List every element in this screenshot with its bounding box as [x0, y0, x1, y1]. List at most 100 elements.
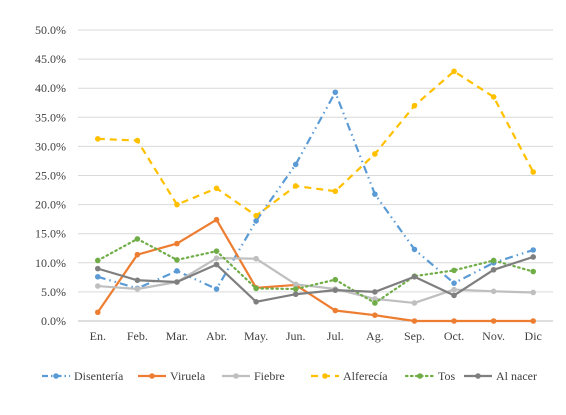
data-point: [94, 257, 101, 264]
legend-item: Al nacer: [464, 369, 537, 383]
legend-label: Disentería: [74, 369, 124, 383]
data-point: [94, 273, 101, 280]
legend-item: Viruela: [138, 369, 206, 383]
data-point: [174, 268, 180, 274]
data-point: [372, 312, 378, 318]
legend-swatch-marker: [149, 373, 155, 379]
data-point: [292, 281, 299, 288]
data-point: [292, 161, 299, 168]
y-tick-label: 15.0%: [35, 227, 66, 241]
x-tick-label: Dic: [525, 329, 542, 343]
series-group: [94, 236, 537, 306]
data-point: [372, 296, 378, 302]
data-point: [451, 286, 457, 293]
legend-swatch-marker: [53, 373, 59, 379]
x-tick-label: Abr.: [206, 329, 227, 343]
x-tick-label: Nov.: [482, 329, 505, 343]
data-point: [292, 183, 299, 189]
data-point: [213, 185, 220, 192]
data-point: [451, 68, 457, 75]
data-point: [332, 287, 339, 293]
legend: Disentería Viruela Fiebre Alferecía Tos Al na…: [42, 369, 537, 383]
data-point: [332, 188, 339, 195]
y-tick-label: 5.0%: [41, 285, 66, 299]
data-point: [530, 247, 537, 253]
data-point: [174, 279, 180, 285]
data-point: [332, 89, 339, 96]
legend-label: Viruela: [170, 369, 206, 383]
data-point: [253, 285, 259, 292]
data-point: [94, 265, 101, 272]
data-point: [530, 318, 537, 324]
legend-swatch-marker: [233, 373, 239, 379]
data-point: [490, 318, 497, 324]
x-tick-label: Jun.: [286, 329, 306, 343]
data-point: [253, 255, 259, 262]
data-point: [411, 300, 418, 306]
data-point: [372, 300, 378, 306]
data-point: [134, 286, 141, 292]
legend-item: Tos: [404, 369, 455, 383]
data-point: [213, 286, 220, 292]
data-point: [94, 309, 101, 316]
data-point: [332, 307, 339, 314]
data-point: [94, 283, 101, 289]
data-point: [530, 289, 537, 296]
series-group: [94, 68, 537, 219]
data-point: [372, 289, 378, 295]
series-line: [96, 218, 534, 323]
data-point: [134, 277, 141, 284]
legend-label: Fiebre: [254, 369, 285, 383]
data-point: [490, 288, 497, 295]
x-tick-label: May.: [244, 329, 268, 343]
y-tick-label: 40.0%: [35, 81, 66, 95]
data-point: [411, 273, 418, 280]
x-tick-label: Mar.: [166, 329, 188, 343]
legend-item: Fiebre: [222, 369, 285, 383]
data-point: [213, 261, 220, 268]
data-point: [213, 216, 220, 223]
legend-label: Alferecía: [343, 369, 388, 383]
data-point: [490, 257, 497, 264]
data-point: [292, 286, 299, 292]
series-lines: [94, 68, 537, 324]
x-axis-tick-labels: En. Feb. Mar. Abr. May. Jun. Jul. Ag. Sep. Oct. No…: [90, 329, 542, 343]
series-line: [97, 70, 535, 217]
data-point: [292, 291, 299, 298]
data-point: [174, 201, 180, 208]
data-point: [372, 151, 378, 157]
y-axis-tick-labels: 0.0% 5.0% 10.0% 15.0% 20.0% 25.0% 30.0% 35.0% 40…: [35, 23, 66, 328]
data-point: [253, 218, 259, 224]
x-tick-label: En.: [90, 329, 106, 343]
data-point: [253, 212, 259, 219]
data-point: [213, 248, 220, 254]
data-point: [411, 246, 418, 253]
series-line: [96, 237, 535, 305]
y-tick-label: 50.0%: [35, 23, 66, 37]
data-point: [134, 236, 141, 242]
y-tick-label: 20.0%: [35, 198, 66, 212]
data-point: [134, 137, 141, 144]
x-tick-label: Jul.: [327, 329, 344, 343]
data-point: [490, 94, 497, 100]
series-group: [94, 216, 537, 324]
data-point: [174, 257, 180, 263]
gridlines: [78, 29, 553, 322]
y-tick-label: 25.0%: [35, 169, 66, 183]
data-point: [253, 298, 259, 305]
data-point: [530, 254, 537, 260]
y-tick-label: 45.0%: [35, 52, 66, 66]
y-tick-label: 35.0%: [35, 110, 66, 124]
data-point: [451, 280, 457, 286]
legend-swatch-marker: [417, 373, 423, 379]
x-tick-label: Ag.: [366, 329, 384, 343]
series-group: [94, 89, 537, 292]
data-point: [451, 292, 457, 299]
legend-swatch-marker: [475, 373, 481, 379]
legend-item: Disentería: [42, 369, 124, 383]
series-line: [97, 91, 534, 291]
y-tick-label: 30.0%: [35, 139, 66, 153]
data-point: [332, 276, 339, 283]
